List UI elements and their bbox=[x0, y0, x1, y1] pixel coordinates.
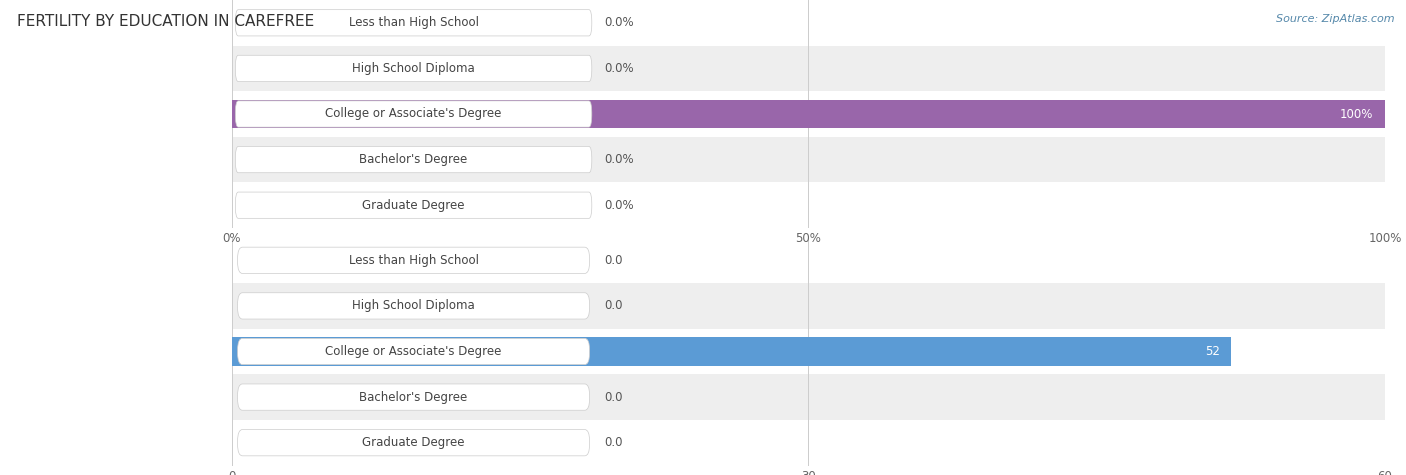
Bar bbox=[232, 137, 1385, 182]
FancyBboxPatch shape bbox=[235, 10, 592, 36]
FancyBboxPatch shape bbox=[238, 293, 589, 319]
Text: Graduate Degree: Graduate Degree bbox=[363, 436, 465, 449]
Text: 0.0: 0.0 bbox=[605, 436, 623, 449]
FancyBboxPatch shape bbox=[235, 146, 592, 173]
FancyBboxPatch shape bbox=[235, 55, 592, 82]
Text: High School Diploma: High School Diploma bbox=[352, 62, 475, 75]
Text: 0.0: 0.0 bbox=[605, 390, 623, 404]
Text: Less than High School: Less than High School bbox=[349, 254, 478, 267]
Text: Bachelor's Degree: Bachelor's Degree bbox=[360, 153, 468, 166]
FancyBboxPatch shape bbox=[238, 429, 589, 456]
Text: 0.0: 0.0 bbox=[605, 299, 623, 313]
Bar bbox=[232, 374, 1385, 420]
FancyBboxPatch shape bbox=[238, 384, 589, 410]
Text: 0.0: 0.0 bbox=[605, 254, 623, 267]
Text: College or Associate's Degree: College or Associate's Degree bbox=[325, 345, 502, 358]
Text: 0.0%: 0.0% bbox=[605, 153, 634, 166]
FancyBboxPatch shape bbox=[238, 338, 589, 365]
Text: Graduate Degree: Graduate Degree bbox=[363, 199, 465, 212]
Bar bbox=[232, 91, 1385, 137]
Bar bbox=[232, 337, 1232, 366]
FancyBboxPatch shape bbox=[238, 247, 589, 274]
Bar bbox=[232, 238, 1385, 283]
Bar bbox=[232, 182, 1385, 228]
Bar bbox=[232, 100, 1385, 128]
Text: 0.0%: 0.0% bbox=[605, 199, 634, 212]
Bar bbox=[232, 329, 1385, 374]
Text: 100%: 100% bbox=[1340, 107, 1374, 121]
Text: College or Associate's Degree: College or Associate's Degree bbox=[325, 107, 502, 121]
Text: Source: ZipAtlas.com: Source: ZipAtlas.com bbox=[1277, 14, 1395, 24]
Text: Less than High School: Less than High School bbox=[349, 16, 478, 29]
Bar bbox=[232, 283, 1385, 329]
Bar bbox=[232, 0, 1385, 46]
Text: High School Diploma: High School Diploma bbox=[352, 299, 475, 313]
Bar bbox=[232, 420, 1385, 465]
Text: 52: 52 bbox=[1205, 345, 1219, 358]
Text: Bachelor's Degree: Bachelor's Degree bbox=[360, 390, 468, 404]
Text: FERTILITY BY EDUCATION IN CAREFREE: FERTILITY BY EDUCATION IN CAREFREE bbox=[17, 14, 314, 29]
Bar bbox=[232, 46, 1385, 91]
Text: 0.0%: 0.0% bbox=[605, 16, 634, 29]
Text: 0.0%: 0.0% bbox=[605, 62, 634, 75]
FancyBboxPatch shape bbox=[235, 101, 592, 127]
FancyBboxPatch shape bbox=[235, 192, 592, 218]
